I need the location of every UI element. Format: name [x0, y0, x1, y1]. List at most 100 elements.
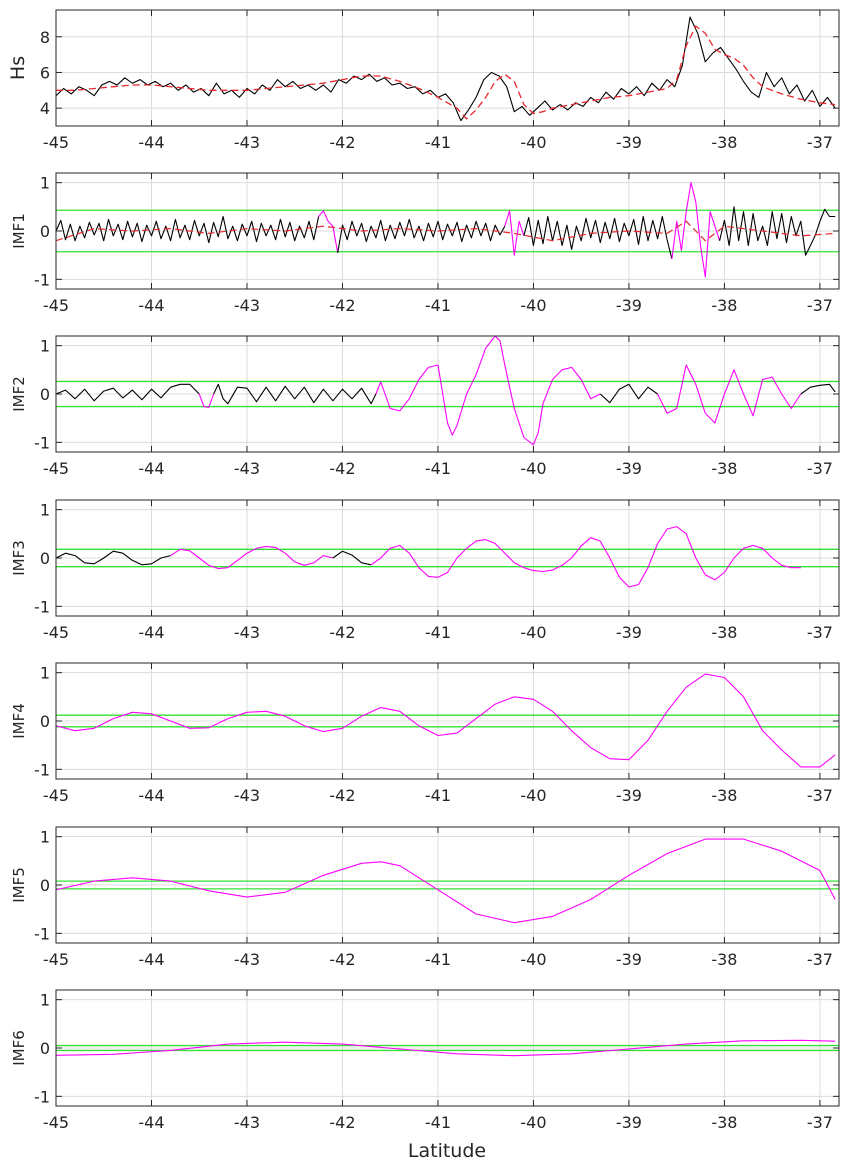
- imf5-ytick-label: -1: [34, 924, 50, 943]
- imf3-xtick-label: -41: [425, 623, 451, 642]
- imf3-panel: -45 -44 -43 -42 -41 -40 -39 -38 -37 -1 0 1 IMF3: [10, 499, 840, 642]
- imf4-ylabel: IMF4: [10, 703, 28, 739]
- imf1-series-segment-black: [337, 218, 506, 253]
- imf1-xtick-label: -37: [807, 296, 833, 315]
- imf4-xtick-label: -40: [520, 786, 546, 805]
- x-axis-label: Latitude: [408, 1140, 486, 1162]
- imf1-xtick-label: -42: [329, 296, 355, 315]
- imf5-xtick-label: -38: [711, 950, 737, 969]
- hs-xtick-label: -41: [425, 133, 451, 152]
- hs-plot-content: [56, 16, 836, 122]
- imf5-xtick-label: -42: [329, 950, 355, 969]
- imf4-panel: -45 -44 -43 -42 -41 -40 -39 -38 -37 -1 0 1 IMF4: [10, 662, 840, 805]
- hs-xtick-label: -40: [520, 133, 546, 152]
- imf5-xtick-label: -44: [138, 950, 164, 969]
- imf4-xtick-label: -43: [234, 786, 260, 805]
- imf2-ytick-label: 1: [40, 337, 50, 356]
- imf1-panel: -45 -44 -43 -42 -41 -40 -39 -38 -37 -1 0 1 IMF1: [10, 172, 840, 315]
- imf2-series-segment-black: [56, 383, 200, 402]
- imf1-ytick-label: 1: [40, 174, 50, 193]
- imf3-plot-content: [56, 526, 839, 588]
- imf6-ytick-label: -1: [34, 1087, 50, 1106]
- imf1-xtick-label: -41: [425, 296, 451, 315]
- imf5-xtick-label: -41: [425, 950, 451, 969]
- imf3-xtick-label: -42: [329, 623, 355, 642]
- imf5-ytick-label: 1: [40, 828, 50, 847]
- imf2-xtick-label: -37: [807, 459, 833, 478]
- imf2-xtick-label: -40: [520, 459, 546, 478]
- imf6-xtick-label: -45: [43, 1113, 69, 1132]
- imf3-ylabel: IMF3: [10, 540, 28, 576]
- imf6-xtick-label: -40: [520, 1113, 546, 1132]
- imf1-xtick-label: -44: [138, 296, 164, 315]
- imf3-xtick-label: -44: [138, 623, 164, 642]
- imf4-ytick-label: 0: [40, 712, 50, 731]
- imf2-ylabel: IMF2: [10, 376, 28, 412]
- imf4-xtick-label: -41: [425, 786, 451, 805]
- imf6-series-segment-magenta: [56, 1039, 836, 1057]
- imf4-series-segment-magenta: [56, 673, 836, 768]
- imf5-series-segment-magenta: [56, 838, 836, 924]
- imf1-ylabel: IMF1: [10, 213, 28, 249]
- imf1-xtick-label: -38: [711, 296, 737, 315]
- hs-ytick-label: 6: [40, 63, 50, 82]
- hs-xtick-label: -38: [711, 133, 737, 152]
- imf2-series-segment-black: [800, 383, 836, 395]
- imf3-xtick-label: -40: [520, 623, 546, 642]
- imf2-ytick-label: 0: [40, 385, 50, 404]
- imf6-ytick-label: 1: [40, 991, 50, 1010]
- imf5-xtick-label: -43: [234, 950, 260, 969]
- imf5-panel: -45 -44 -43 -42 -41 -40 -39 -38 -37 -1 0 1 IMF5: [10, 826, 840, 969]
- imf5-ylabel: IMF5: [10, 867, 28, 903]
- imf3-series-segment-black: [56, 550, 171, 566]
- imf5-xtick-label: -37: [807, 950, 833, 969]
- imf4-xtick-label: -44: [138, 786, 164, 805]
- imf3-xtick-label: -38: [711, 623, 737, 642]
- imf1-plot-content: [56, 182, 839, 278]
- imf6-ylabel: IMF6: [10, 1030, 28, 1066]
- imf4-xtick-label: -37: [807, 786, 833, 805]
- imf6-xtick-label: -41: [425, 1113, 451, 1132]
- imf2-panel: -45 -44 -43 -42 -41 -40 -39 -38 -37 -1 0 1 IMF2: [10, 335, 840, 478]
- imf6-plot-content: [56, 1039, 839, 1057]
- imf3-xtick-label: -43: [234, 623, 260, 642]
- imf5-plot-content: [56, 838, 839, 924]
- imf4-xtick-label: -39: [616, 786, 642, 805]
- imf1-ytick-label: 0: [40, 222, 50, 241]
- hs-plot-area: [56, 10, 839, 126]
- hs-smoothed-series: [56, 25, 836, 120]
- imf1-series-segment-magenta: [671, 182, 721, 278]
- imf6-xtick-label: -39: [616, 1113, 642, 1132]
- imf6-panel: -45 -44 -43 -42 -41 -40 -39 -38 -37 -1 0 1 IMF6: [10, 989, 840, 1132]
- hs-ytick-label: 4: [40, 99, 50, 118]
- imf6-xtick-label: -37: [807, 1113, 833, 1132]
- imf1-xtick-label: -43: [234, 296, 260, 315]
- imf2-series-segment-black: [599, 383, 658, 404]
- imf2-xtick-label: -41: [425, 459, 451, 478]
- imf1-xtick-label: -39: [616, 296, 642, 315]
- imf3-series-segment-black: [332, 550, 372, 566]
- imf4-xtick-label: -42: [329, 786, 355, 805]
- hs-panel: -45 -44 -43 -42 -41 -40 -39 -38 -37 4 6 8 Hs: [7, 9, 840, 152]
- imf6-xtick-label: -42: [329, 1113, 355, 1132]
- imf3-ytick-label: 0: [40, 549, 50, 568]
- imf2-xtick-label: -45: [43, 459, 69, 478]
- imf3-ytick-label: -1: [34, 597, 50, 616]
- imf3-ytick-label: 1: [40, 501, 50, 520]
- imf2-series-segment-magenta: [657, 364, 802, 424]
- imf2-series-segment-magenta: [198, 393, 215, 409]
- imf4-ytick-label: 1: [40, 664, 50, 683]
- imf2-series-segment-black: [213, 383, 377, 405]
- imf2-xtick-label: -38: [711, 459, 737, 478]
- imf6-xtick-label: -44: [138, 1113, 164, 1132]
- imf3-series-segment-magenta: [170, 545, 334, 570]
- imf1-xtick-label: -45: [43, 296, 69, 315]
- imf3-xtick-label: -37: [807, 623, 833, 642]
- imf1-xtick-label: -40: [520, 296, 546, 315]
- imf2-plot-content: [56, 336, 839, 446]
- imf4-ytick-label: -1: [34, 760, 50, 779]
- imf6-xtick-label: -38: [711, 1113, 737, 1132]
- imf1-series-segment-magenta: [318, 210, 339, 253]
- imf3-series-segment-magenta: [370, 526, 801, 588]
- hs-ytick-label: 8: [40, 28, 50, 47]
